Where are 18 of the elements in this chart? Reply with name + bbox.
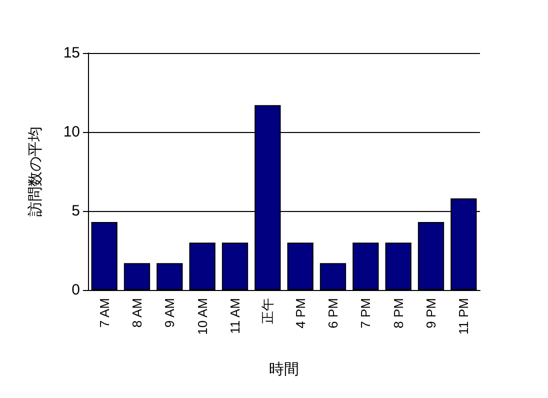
y-tick-label: 5 <box>72 202 80 220</box>
y-axis-title: 訪問数の平均 <box>27 126 44 216</box>
x-tick-label: 4 PM <box>292 298 308 328</box>
y-tick-label: 0 <box>72 282 80 298</box>
y-tick-label: 10 <box>63 124 80 140</box>
x-axis-title: 時間 <box>269 361 299 378</box>
x-tick-label: 10 AM <box>194 298 210 335</box>
y-tick-label: 15 <box>63 44 80 62</box>
x-tick-label: 11 PM <box>456 298 472 335</box>
x-tick-label: 8 PM <box>390 298 406 328</box>
x-tick-label: 正午 <box>260 298 276 324</box>
x-tick-label: 11 AM <box>228 298 242 334</box>
x-tick-label: 8 AM <box>130 298 144 328</box>
x-tick-label: 9 PM <box>424 298 438 328</box>
x-tick-label: 6 PM <box>326 298 340 328</box>
x-tick-label: 9 AM <box>162 298 178 328</box>
x-tick-label: 7 PM <box>358 298 374 328</box>
x-tick-label: 7 AM <box>96 298 112 328</box>
